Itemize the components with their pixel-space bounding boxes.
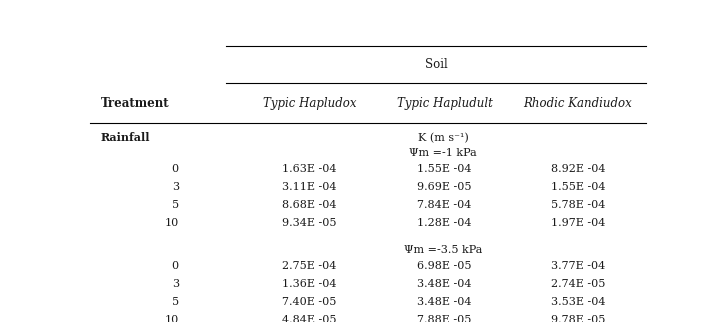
Text: 3.53E -04: 3.53E -04 <box>551 297 605 307</box>
Text: 10: 10 <box>164 315 179 322</box>
Text: 3.11E -04: 3.11E -04 <box>282 182 337 192</box>
Text: 3.48E -04: 3.48E -04 <box>417 279 472 289</box>
Text: 9.69E -05: 9.69E -05 <box>417 182 472 192</box>
Text: 3.48E -04: 3.48E -04 <box>417 297 472 307</box>
Text: Typic Hapludox: Typic Hapludox <box>263 97 356 109</box>
Text: 5: 5 <box>172 297 179 307</box>
Text: Treatment: Treatment <box>101 97 169 109</box>
Text: Typic Hapludult: Typic Hapludult <box>396 97 493 109</box>
Text: 3.77E -04: 3.77E -04 <box>551 261 605 271</box>
Text: 1.55E -04: 1.55E -04 <box>551 182 605 192</box>
Text: 5.78E -04: 5.78E -04 <box>551 200 605 210</box>
Text: 2.74E -05: 2.74E -05 <box>551 279 605 289</box>
Text: Rhodic Kandiudox: Rhodic Kandiudox <box>523 97 633 109</box>
Text: 0: 0 <box>172 261 179 271</box>
Text: 4.84E -05: 4.84E -05 <box>282 315 337 322</box>
Text: 9.34E -05: 9.34E -05 <box>282 218 337 228</box>
Text: Ψm =-1 kPa: Ψm =-1 kPa <box>409 148 477 158</box>
Text: 1.55E -04: 1.55E -04 <box>417 164 472 174</box>
Text: 3: 3 <box>172 182 179 192</box>
Text: 10: 10 <box>164 218 179 228</box>
Text: 1.63E -04: 1.63E -04 <box>282 164 337 174</box>
Text: 1.36E -04: 1.36E -04 <box>282 279 337 289</box>
Text: Soil: Soil <box>425 58 447 71</box>
Text: 8.92E -04: 8.92E -04 <box>551 164 605 174</box>
Text: 2.75E -04: 2.75E -04 <box>282 261 337 271</box>
Text: 7.84E -04: 7.84E -04 <box>417 200 472 210</box>
Text: 1.97E -04: 1.97E -04 <box>551 218 605 228</box>
Text: 8.68E -04: 8.68E -04 <box>282 200 337 210</box>
Text: 7.40E -05: 7.40E -05 <box>282 297 337 307</box>
Text: 6.98E -05: 6.98E -05 <box>417 261 472 271</box>
Text: 3: 3 <box>172 279 179 289</box>
Text: 7.88E -05: 7.88E -05 <box>417 315 472 322</box>
Text: 5: 5 <box>172 200 179 210</box>
Text: 9.78E -05: 9.78E -05 <box>551 315 605 322</box>
Text: K (m s⁻¹): K (m s⁻¹) <box>418 133 468 143</box>
Text: 0: 0 <box>172 164 179 174</box>
Text: Rainfall: Rainfall <box>101 132 150 143</box>
Text: Ψm =-3.5 kPa: Ψm =-3.5 kPa <box>404 245 482 255</box>
Text: 1.28E -04: 1.28E -04 <box>417 218 472 228</box>
